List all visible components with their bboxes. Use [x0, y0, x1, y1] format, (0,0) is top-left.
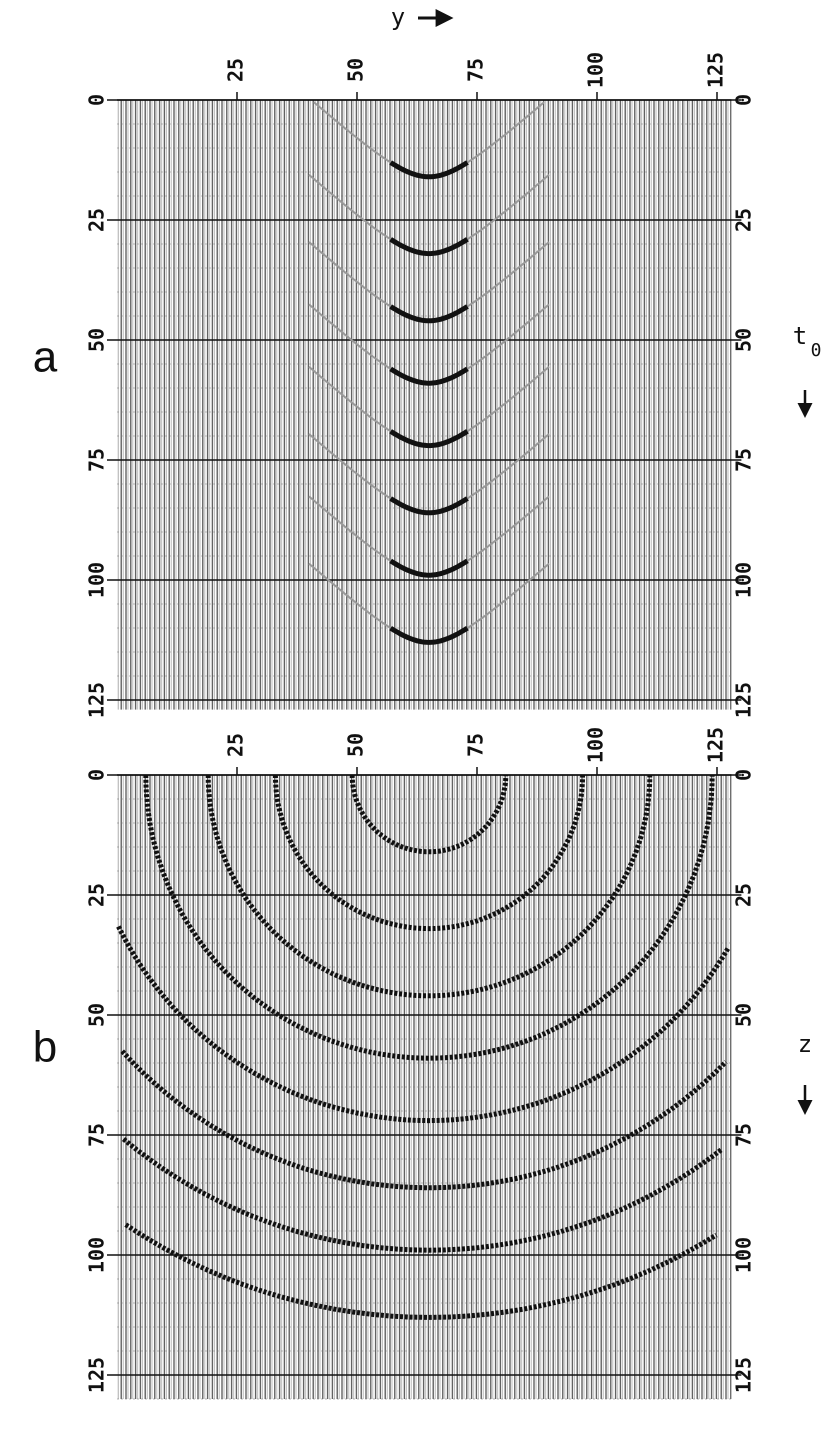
x-tick-label: 125 [704, 52, 728, 88]
event [389, 625, 469, 645]
y-tick-label-right: 75 [732, 1123, 756, 1147]
y-tick-label-right: 25 [732, 208, 756, 232]
y-tick-label: 25 [85, 883, 109, 907]
x-tick-label: 75 [464, 733, 488, 757]
x-tick-label: 100 [584, 727, 608, 763]
y-tick-label: 0 [85, 769, 109, 781]
y-tick-label: 100 [85, 1237, 109, 1273]
event [389, 366, 469, 386]
y-tick-label: 50 [85, 328, 109, 352]
event [205, 774, 653, 999]
y-axis-label-sub: 0 [811, 340, 822, 361]
y-tick-label-right: 125 [732, 1357, 756, 1393]
event [349, 775, 509, 855]
x-tick-label: 125 [704, 727, 728, 763]
panel-label: b [33, 1023, 57, 1072]
event [389, 429, 469, 449]
event [389, 160, 469, 180]
trace-background [117, 100, 732, 710]
y-axis-label: t [793, 322, 807, 350]
event [389, 558, 469, 578]
y-tick-label-right: 100 [732, 1237, 756, 1273]
y-tick-label: 25 [85, 208, 109, 232]
y-tick-label: 75 [85, 448, 109, 472]
y-tick-label-right: 50 [732, 1003, 756, 1027]
event [120, 1049, 728, 1191]
x-tick-label: 100 [584, 52, 608, 88]
y-tick-label-right: 25 [732, 883, 756, 907]
x-axis-label: y [391, 3, 405, 31]
y-tick-label-right: 50 [732, 328, 756, 352]
event [389, 496, 469, 516]
x-tick-label: 25 [224, 733, 248, 757]
event [272, 774, 586, 932]
y-axis-label: z [798, 1030, 812, 1058]
event [143, 774, 715, 1061]
event [121, 1137, 724, 1253]
x-tick-label: 25 [224, 58, 248, 82]
y-tick-label: 100 [85, 562, 109, 598]
y-tick-label: 0 [85, 94, 109, 106]
y-tick-label-right: 75 [732, 448, 756, 472]
x-tick-label: 75 [464, 58, 488, 82]
y-tick-label: 125 [85, 682, 109, 718]
y-tick-label-right: 125 [732, 682, 756, 718]
y-tick-label: 125 [85, 1357, 109, 1393]
y-tick-label-right: 100 [732, 562, 756, 598]
event [389, 304, 469, 324]
event [389, 237, 469, 257]
y-tick-label-right: 0 [732, 769, 756, 781]
panel-label: a [33, 333, 58, 382]
y-tick-label-right: 0 [732, 94, 756, 106]
event [124, 1222, 718, 1320]
y-tick-label: 75 [85, 1123, 109, 1147]
y-tick-label: 50 [85, 1003, 109, 1027]
x-tick-label: 50 [344, 58, 368, 82]
x-tick-label: 50 [344, 733, 368, 757]
